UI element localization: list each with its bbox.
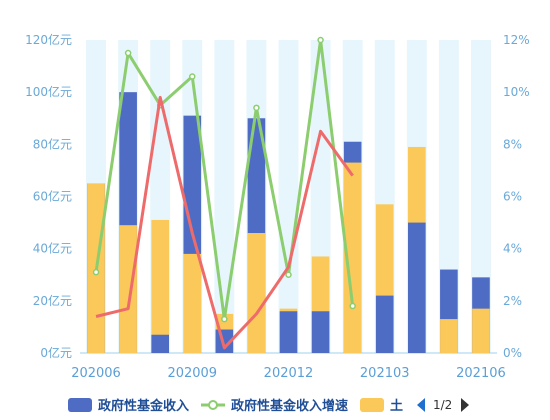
caret-left-icon[interactable] xyxy=(417,398,425,412)
y-right-tick-label: 12% xyxy=(503,33,530,47)
y-right-tick-label: 6% xyxy=(503,190,522,204)
y-right-tick-label: 8% xyxy=(503,137,522,151)
growth-line-point xyxy=(349,302,356,310)
bar-series-202012 xyxy=(279,311,298,353)
background-band xyxy=(214,40,235,353)
y-right-tick-label: 0% xyxy=(503,346,522,360)
bar-series-202009 xyxy=(183,253,202,353)
growth-line-point xyxy=(285,271,292,278)
caret-right-icon[interactable] xyxy=(461,398,469,412)
background-band xyxy=(278,40,299,353)
bar-series-202008 xyxy=(151,334,170,353)
growth-line-point xyxy=(124,49,132,57)
y-left-tick-label: 100亿元 xyxy=(25,84,72,99)
bar-series-202106 xyxy=(472,308,490,353)
legend-label: 政府性基金收入增速 xyxy=(231,398,348,414)
legend-label: 土 xyxy=(390,398,403,414)
x-tick-label: 202006 xyxy=(71,366,121,381)
legend-swatch xyxy=(68,398,92,412)
x-tick-label: 202009 xyxy=(167,366,217,381)
y-left-tick-label: 40亿元 xyxy=(33,241,72,256)
growth-line-point xyxy=(189,73,196,80)
bar-series-202101 xyxy=(311,311,330,353)
legend-dot xyxy=(208,400,218,410)
secondary-line xyxy=(95,95,354,350)
background-band xyxy=(471,40,491,353)
y-right-tick-label: 10% xyxy=(503,85,530,99)
background-bands xyxy=(86,40,491,353)
x-tick-label: 202103 xyxy=(360,366,410,381)
bar-series-202008 xyxy=(151,219,170,353)
growth-line-point xyxy=(221,315,228,323)
bar-series-202105 xyxy=(440,319,458,353)
bar-series-202104 xyxy=(407,222,426,353)
growth-line-point xyxy=(253,104,260,112)
growth-line-point xyxy=(92,268,100,276)
x-tick-label: 202012 xyxy=(264,366,314,381)
y-left-tick-label: 60亿元 xyxy=(33,189,72,204)
legend-label: 政府性基金收入 xyxy=(98,398,189,414)
axes: 0亿元 20亿元 40亿元 60亿元 80亿元 100亿元 120亿元 0% 2% 4% 6% 8% 1… xyxy=(25,32,530,381)
legend-swatch xyxy=(360,398,384,412)
bar-series-202103 xyxy=(375,295,394,353)
bar-series-202011 xyxy=(247,233,266,353)
legend-page-indicator: 1/2 xyxy=(433,398,452,412)
y-left-tick-label: 20亿元 xyxy=(33,293,72,308)
line-series xyxy=(92,36,356,350)
x-tick-label: 202106 xyxy=(456,366,506,381)
y-right-tick-label: 4% xyxy=(503,242,522,256)
y-left-tick-label: 0亿元 xyxy=(40,345,72,360)
y-left-tick-label: 80亿元 xyxy=(33,136,72,151)
bar-series-202007 xyxy=(119,225,137,353)
y-left-tick-label: 120亿元 xyxy=(25,32,72,47)
bar-series-202102 xyxy=(343,162,362,353)
y-right-tick-label: 2% xyxy=(503,294,522,308)
growth-line-point xyxy=(317,36,324,44)
legend-item[interactable]: 土 xyxy=(360,398,403,414)
legend: 政府性基金收入 政府性基金收入增速 土 1/2 xyxy=(68,398,469,414)
legend-item[interactable]: 政府性基金收入 xyxy=(68,398,189,414)
legend-item[interactable]: 政府性基金收入增速 xyxy=(201,398,348,414)
